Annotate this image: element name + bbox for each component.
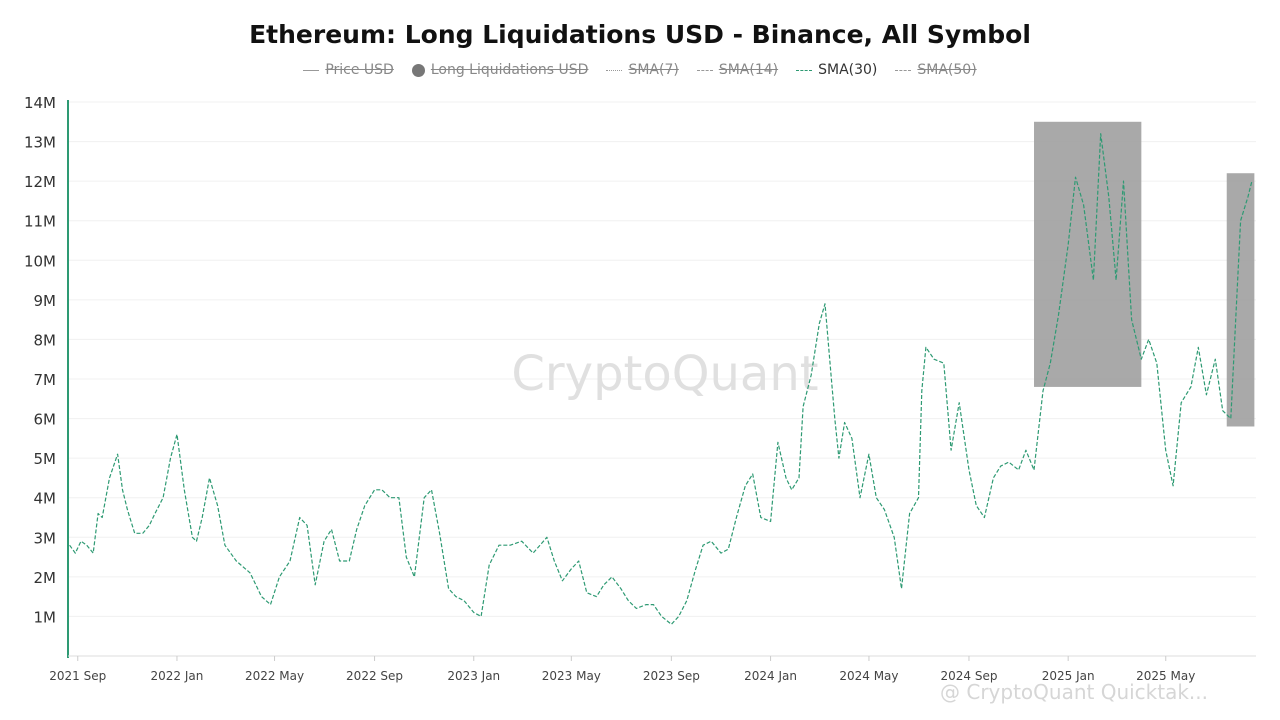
y-tick-label: 14M (24, 94, 56, 112)
x-tick-label: 2025 May (1136, 669, 1195, 683)
watermark-logo: CryptoQuant (511, 346, 818, 402)
x-tick-label: 2024 Jan (744, 669, 797, 683)
highlight-boxes (1034, 121, 1255, 427)
x-tick-label: 2023 Jan (447, 669, 500, 683)
legend-label: Price USD (325, 62, 394, 78)
x-tick-label: 2025 Jan (1042, 669, 1095, 683)
x-tick-label: 2023 Sep (643, 669, 700, 683)
y-tick-label: 4M (34, 490, 57, 508)
x-tick-label: 2022 May (245, 669, 304, 683)
legend-item-sma50[interactable]: SMA(50) (895, 62, 977, 78)
legend-label: SMA(30) (818, 62, 878, 78)
legend-label: Long Liquidations USD (430, 62, 589, 78)
legend-item-sma7[interactable]: SMA(7) (606, 62, 679, 78)
x-tick-label: 2022 Jan (151, 669, 204, 683)
y-tick-label: 2M (34, 569, 57, 587)
y-tick-label: 5M (34, 450, 57, 468)
legend-item-price-usd[interactable]: Price USD (303, 62, 394, 78)
y-tick-label: 8M (34, 331, 57, 349)
y-tick-label: 1M (34, 608, 57, 626)
highlight-box (1034, 121, 1142, 387)
x-tick-label: 2024 Sep (940, 669, 997, 683)
highlight-box (1226, 173, 1255, 427)
y-tick-label: 12M (24, 173, 56, 191)
legend-label: SMA(14) (718, 62, 779, 78)
y-tick-label: 11M (24, 213, 56, 231)
legend-swatch-line (696, 69, 713, 71)
y-tick-label: 3M (34, 529, 57, 547)
legend-swatch-dot (411, 63, 425, 77)
legend-swatch-line (606, 69, 623, 71)
legend: Price USD Long Liquidations USD SMA(7) S… (0, 62, 1280, 78)
legend-item-sma14[interactable]: SMA(14) (696, 62, 779, 78)
y-tick-label: 6M (34, 411, 57, 429)
x-tick-label: 2022 Sep (346, 669, 403, 683)
legend-item-long-liquidations-usd[interactable]: Long Liquidations USD (411, 62, 589, 78)
x-tick-label: 2021 Sep (49, 669, 106, 683)
x-tick-label: 2023 May (542, 669, 601, 683)
y-tick-label: 10M (24, 252, 56, 270)
legend-swatch-line (303, 69, 320, 71)
y-tick-label: 7M (34, 371, 57, 389)
series-layer (69, 133, 1253, 625)
legend-label: SMA(7) (628, 62, 679, 78)
series-sma30-line (69, 133, 1253, 625)
legend-swatch-line (796, 69, 813, 71)
x-tick-label: 2024 May (839, 669, 898, 683)
watermark-footer: @ CryptoQuant Quicktak... (940, 680, 1209, 704)
y-tick-label: 13M (24, 134, 56, 152)
legend-item-sma30[interactable]: SMA(30) (796, 62, 877, 78)
legend-label: SMA(50) (917, 62, 977, 78)
y-axis-ticks: 1M 2M 3M 4M 5M 6M 7M 8M 9M 10M 11M 12M 13M 14M (24, 94, 56, 626)
y-tick-label: 9M (34, 292, 57, 310)
x-axis-ticks: 2021 Sep 2022 Jan 2022 May 2022 Sep 2023 Jan… (49, 656, 1195, 683)
legend-swatch-line (895, 69, 912, 71)
chart-title: Ethereum: Long Liquidations USD - Binanc… (249, 20, 1031, 49)
